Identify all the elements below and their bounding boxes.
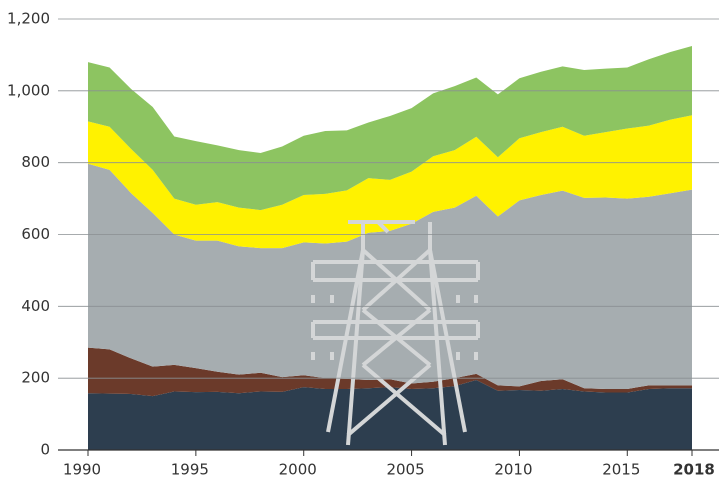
y-tick-label: 1,000 [7, 81, 50, 99]
y-tick-label: 200 [21, 369, 50, 387]
y-tick-label: 600 [21, 225, 50, 243]
y-tick-label: 0 [40, 441, 50, 459]
x-tick-label: 2005 [386, 461, 424, 479]
y-tick-label: 800 [21, 153, 50, 171]
y-tick-label: 1,200 [7, 10, 50, 28]
x-tick-label: 2010 [494, 461, 532, 479]
area [88, 115, 692, 249]
area [88, 45, 692, 211]
area [88, 347, 692, 397]
pylon-icon [311, 220, 480, 446]
area [88, 379, 692, 450]
x-tick-label: 2018 [673, 461, 715, 479]
x-tick-label: 2015 [602, 461, 640, 479]
y-tick-label: 400 [21, 297, 50, 315]
x-tick-label: 1990 [63, 461, 101, 479]
x-tick-label: 1995 [171, 461, 209, 479]
x-tick-label: 2000 [279, 461, 317, 479]
axes: 0 200 400 600 800 1,000 1,200 1990 1995 2000 2005 2… [7, 10, 719, 479]
